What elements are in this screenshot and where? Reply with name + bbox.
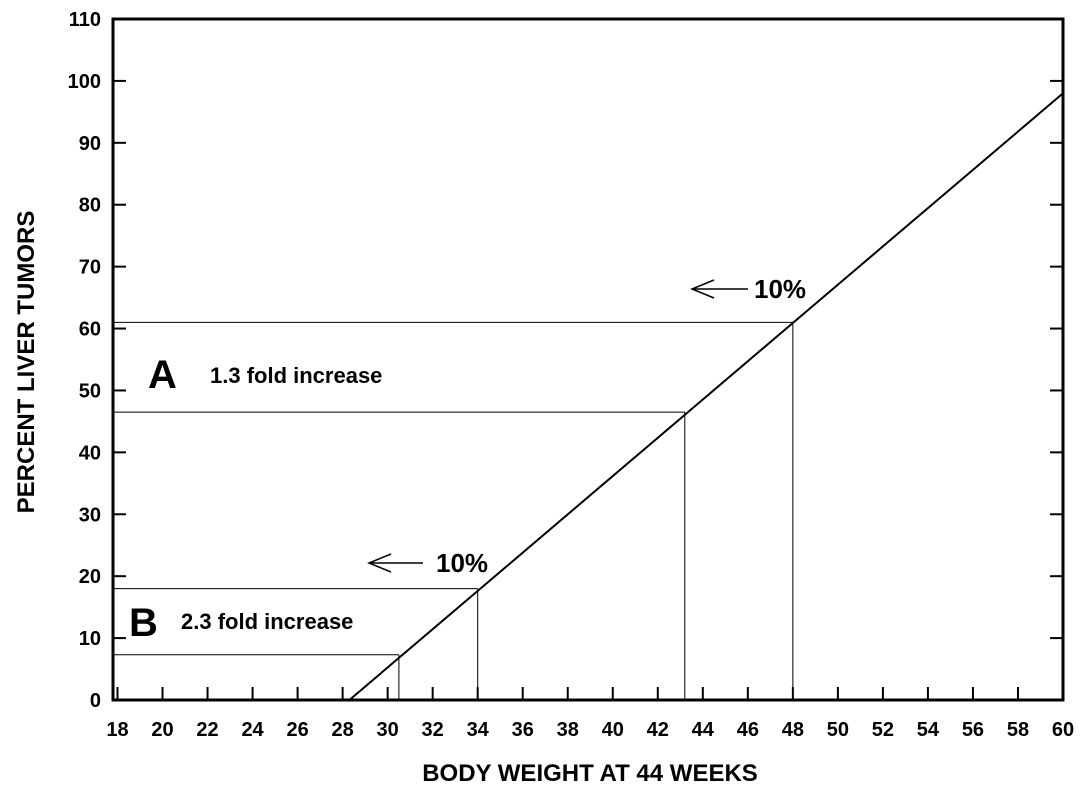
annotation-b-letter: B: [129, 601, 158, 645]
annotation-a-letter: A: [148, 353, 177, 397]
x-tick-label-52: 52: [872, 719, 894, 741]
annotation-a-text: 1.3 fold increase: [210, 363, 382, 388]
x-tick-label-34: 34: [467, 719, 490, 741]
x-tick-label-60: 60: [1052, 719, 1074, 741]
x-tick-label-18: 18: [106, 719, 128, 741]
y-tick-label-30: 30: [79, 504, 101, 526]
x-tick-label-24: 24: [241, 719, 264, 741]
y-axis-tick-labels: 0 10 20 30 40 50 60 70 80 90 100 110: [68, 9, 101, 712]
annotation-a-percent: 10%: [754, 274, 806, 304]
x-tick-label-28: 28: [331, 719, 353, 741]
x-tick-label-58: 58: [1007, 719, 1029, 741]
x-tick-label-50: 50: [827, 719, 849, 741]
annotation-b-arrow: [367, 553, 423, 573]
y-axis-label: PERCENT LIVER TUMORS: [13, 211, 40, 514]
plot-frame: [111, 17, 1065, 702]
x-tick-label-48: 48: [782, 719, 804, 741]
x-tick-label-36: 36: [512, 719, 534, 741]
x-tick-label-46: 46: [737, 719, 759, 741]
x-tick-label-22: 22: [196, 719, 218, 741]
series-line-0: [348, 92, 1064, 701]
y-tick-label-60: 60: [79, 319, 101, 341]
x-tick-label-44: 44: [692, 719, 715, 741]
y-tick-label-40: 40: [79, 442, 101, 464]
x-tick-label-32: 32: [422, 719, 444, 741]
y-tick-label-0: 0: [90, 690, 101, 712]
y-axis-ticks: [113, 18, 1063, 701]
x-tick-label-26: 26: [286, 719, 308, 741]
series-layer: [348, 92, 1064, 701]
x-tick-label-38: 38: [557, 719, 579, 741]
y-tick-label-100: 100: [68, 71, 101, 93]
y-tick-label-20: 20: [79, 566, 101, 588]
x-axis-ticks: [116, 687, 1064, 700]
x-tick-label-54: 54: [917, 719, 940, 741]
x-tick-label-42: 42: [647, 719, 669, 741]
annotation-a-arrow: [690, 279, 748, 299]
reference-lines: [113, 321, 794, 700]
annotation-b-text: 2.3 fold increase: [181, 609, 353, 634]
y-tick-label-90: 90: [79, 133, 101, 155]
y-tick-label-110: 110: [69, 9, 101, 31]
y-tick-label-50: 50: [79, 380, 101, 402]
y-tick-label-70: 70: [79, 257, 101, 279]
y-tick-label-80: 80: [79, 195, 101, 217]
annotation-b-percent: 10%: [436, 548, 488, 578]
x-tick-label-40: 40: [602, 719, 624, 741]
x-tick-label-20: 20: [151, 719, 173, 741]
x-axis-label: BODY WEIGHT AT 44 WEEKS: [422, 760, 758, 787]
x-tick-label-30: 30: [377, 719, 399, 741]
y-tick-label-10: 10: [79, 628, 101, 650]
x-axis-tick-labels: 18 20 22 24 26 28 30 32 34 36 38 40 42 44 46 48 50 52 54 56…: [106, 719, 1074, 741]
x-tick-label-56: 56: [962, 719, 984, 741]
